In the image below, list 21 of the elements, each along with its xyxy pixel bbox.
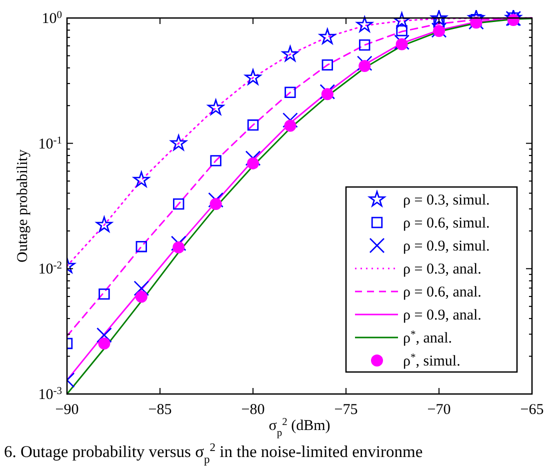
x-tick-label: −75 — [334, 402, 358, 418]
legend-label: ρ = 0.3, simul. — [403, 192, 490, 208]
text: 6. Outage probability versus σ$_{p}$$^{2}$ in the noise-limited environme — [4, 442, 423, 466]
legend-label: ρ = 0.6, anal. — [403, 284, 482, 300]
legend-label: ρ = 0.9, simul. — [403, 238, 490, 254]
legend-label: ρ = 0.3, anal. — [403, 262, 482, 278]
x-tick-label: −85 — [148, 402, 172, 418]
y-tick-label: 10$^{0}$ — [42, 10, 62, 27]
x-tick-label: −90 — [55, 402, 79, 418]
x-tick-label: −65 — [520, 402, 544, 418]
y-tick-label: 10$^{-3}$ — [38, 386, 62, 403]
legend-label: ρ$^{*}$, anal. — [403, 329, 452, 346]
x-tick-label: −80 — [241, 402, 265, 418]
legend-label: ρ$^{*}$, simul. — [403, 352, 460, 370]
legend-label: ρ = 0.6, simul. — [403, 216, 490, 232]
y-axis-title: Outage probability — [15, 149, 31, 262]
y-tick-label: 10$^{-2}$ — [38, 260, 62, 278]
x-axis-title: σ$_{p}$$^{2}$ (dBm) — [268, 416, 330, 438]
legend-label: ρ = 0.9, anal. — [403, 308, 482, 324]
y-tick-label: 10$^{-1}$ — [38, 134, 62, 152]
x-tick-label: −70 — [427, 402, 451, 418]
